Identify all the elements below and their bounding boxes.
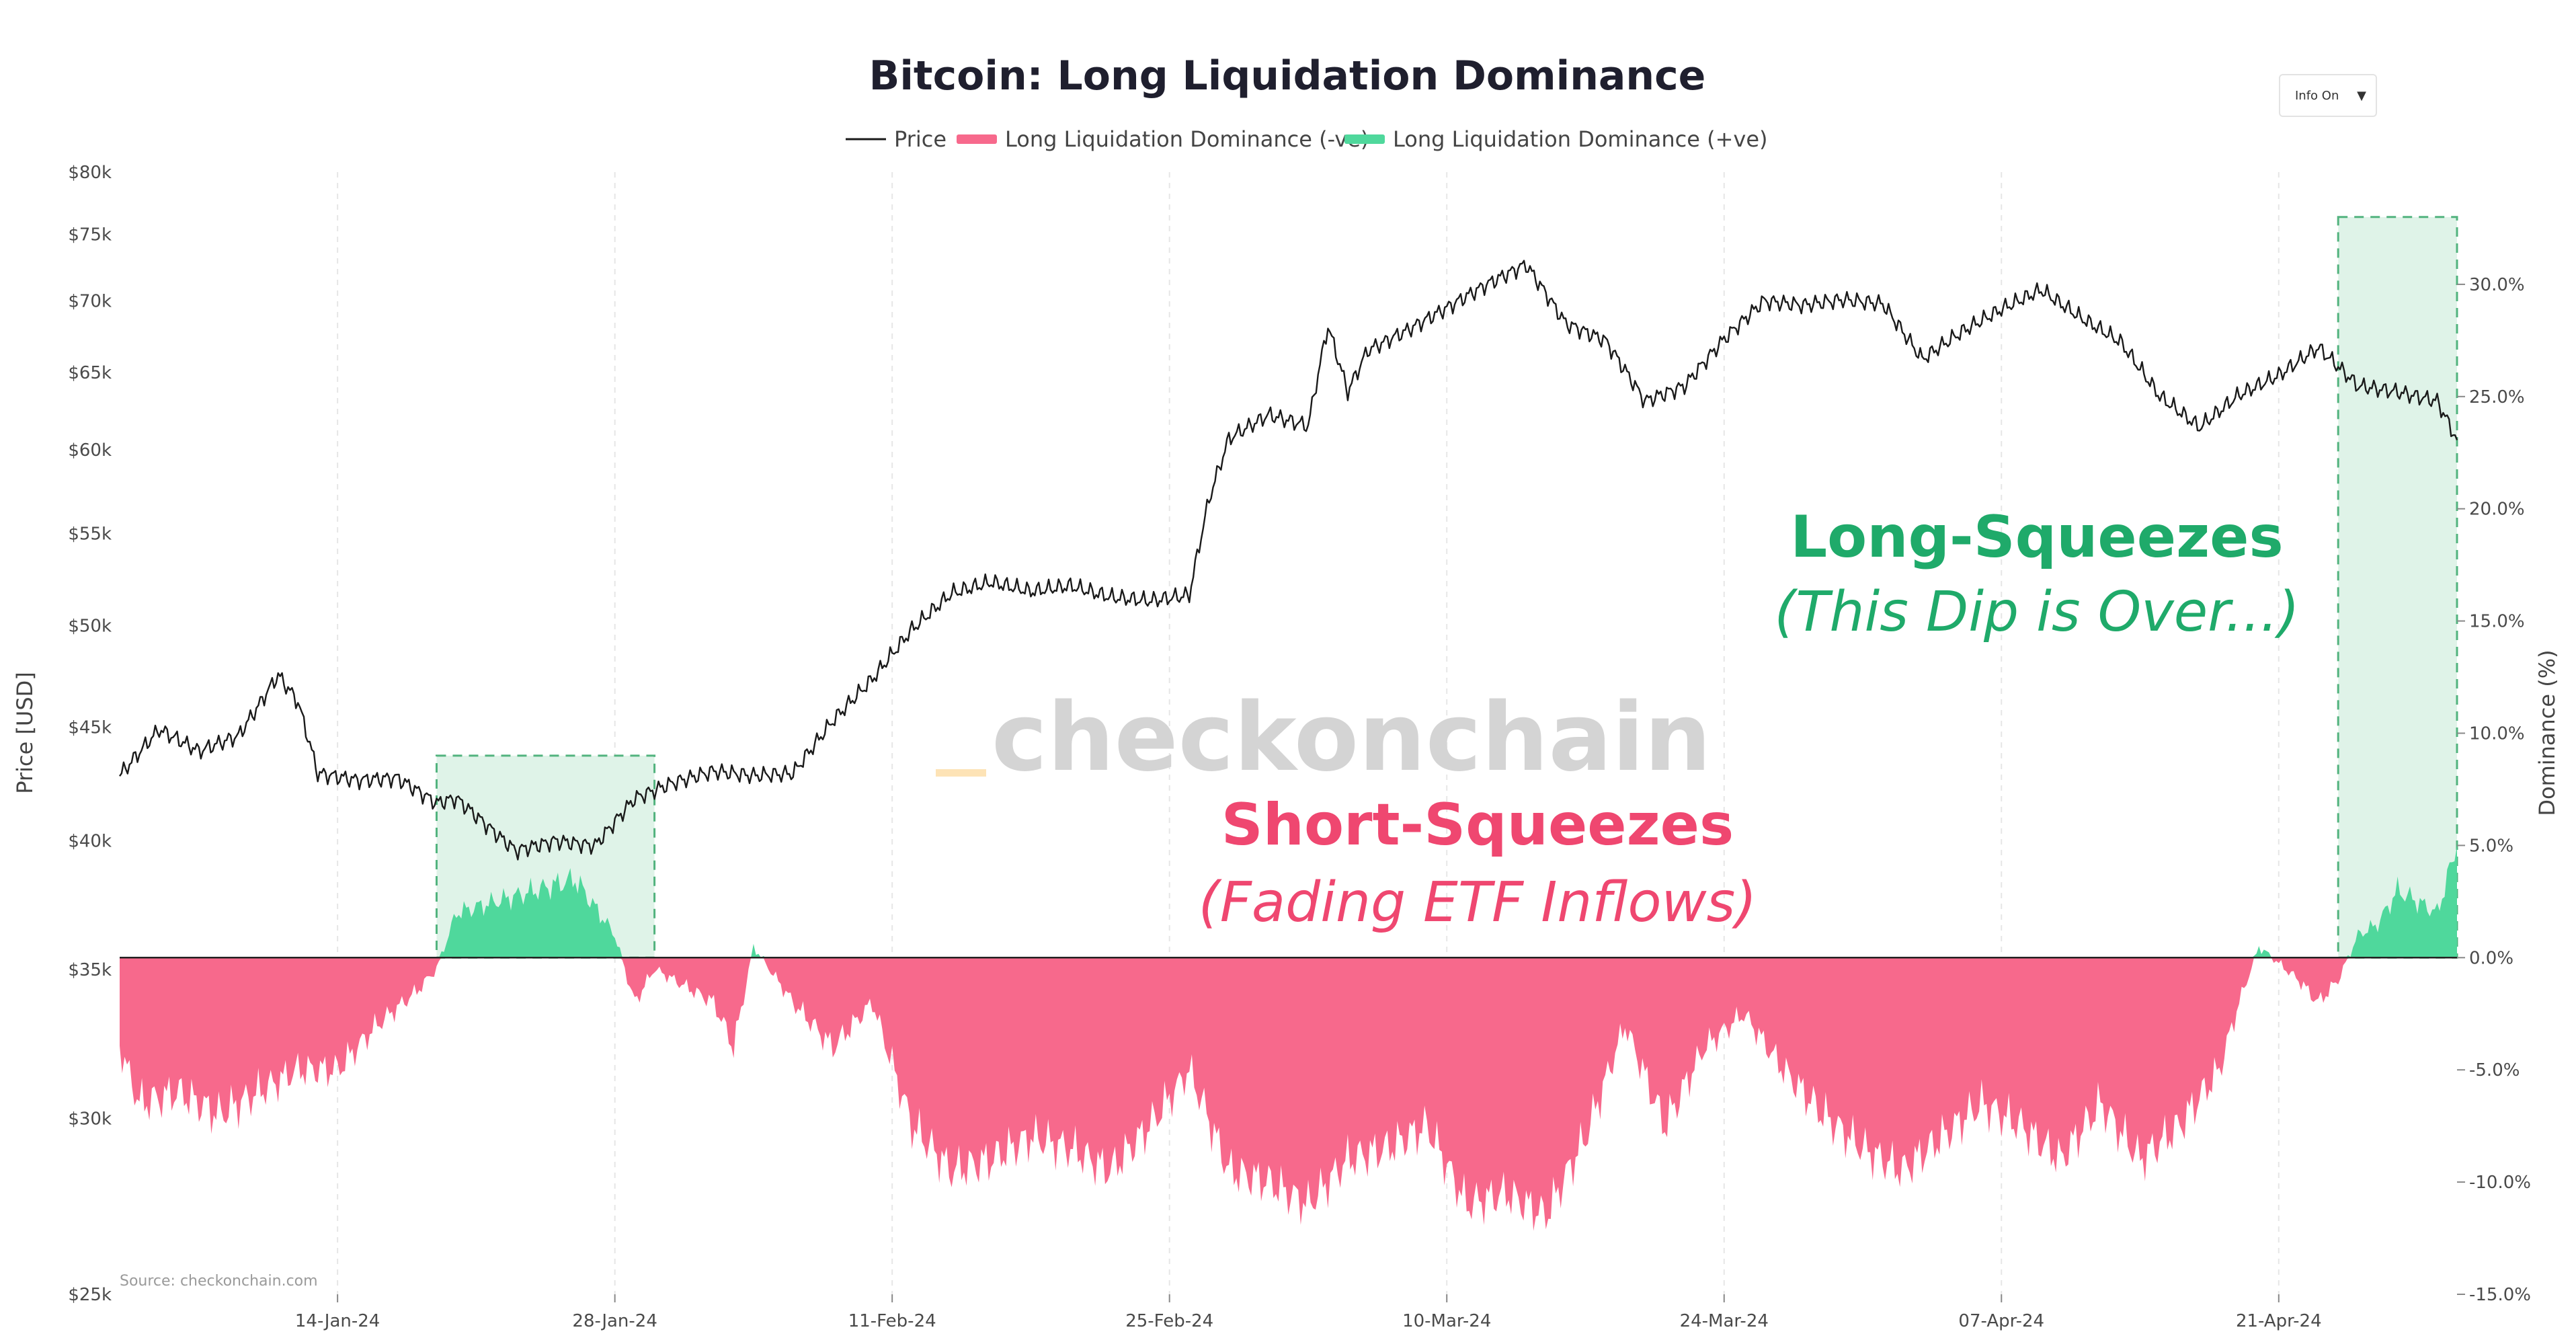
y2-tick-label: -5.0% xyxy=(2469,1060,2520,1080)
y-tick-label: $60k xyxy=(68,440,112,461)
x-tick-label: 25-Feb-24 xyxy=(1125,1311,1213,1331)
x-tick-label: 24-Mar-24 xyxy=(1680,1311,1769,1331)
price-series-line xyxy=(119,260,2458,861)
price-line xyxy=(119,260,2458,861)
info-toggle-button[interactable]: Info On ▼ xyxy=(2279,74,2377,117)
dominance-negative-area xyxy=(120,957,2457,1231)
y2-tick-label: 20.0% xyxy=(2469,500,2525,520)
y-tick-label: $25k xyxy=(68,1285,112,1305)
y-axis-right-ticks: -15.0% -10.0% -5.0% 0.0% 5.0% 10.0% 15.0% 20.0%… xyxy=(2457,275,2531,1305)
y-tick-label: $75k xyxy=(68,225,112,245)
short-squeezes-title: Short-Squeezes xyxy=(1221,791,1734,859)
y-tick-label: $40k xyxy=(68,832,112,852)
watermark: checkonchain xyxy=(992,683,1712,793)
legend: Price Long Liquidation Dominance (-ve) Lon… xyxy=(846,126,1768,152)
x-tick-label: 11-Feb-24 xyxy=(848,1311,936,1331)
x-tick-label: 14-Jan-24 xyxy=(295,1311,380,1331)
long-squeezes-subtitle: (This Dip is Over...) xyxy=(1774,580,2299,644)
y-tick-label: $45k xyxy=(68,718,112,738)
legend-label: Price xyxy=(894,126,947,152)
legend-label: Long Liquidation Dominance (-ve) xyxy=(1005,126,1369,152)
y-tick-label: $70k xyxy=(68,292,112,312)
gridlines xyxy=(337,172,2280,1294)
info-toggle-label: Info On xyxy=(2295,88,2339,103)
y2-tick-label: 10.0% xyxy=(2469,724,2525,744)
y2-axis-title: Dominance (%) xyxy=(2534,650,2560,816)
y-tick-label: $50k xyxy=(68,616,112,636)
y2-tick-label: 30.0% xyxy=(2469,275,2525,295)
y-axis-left-ticks: $25k $30k $35k $40k $45k $50k $55k $60k $65k $70k… xyxy=(68,163,112,1305)
x-tick-label: 10-Mar-24 xyxy=(1402,1311,1491,1331)
dominance-area xyxy=(120,845,2457,1231)
x-tick-label: 21-Apr-24 xyxy=(2236,1311,2322,1331)
source-label: Source: checkonchain.com xyxy=(120,1273,318,1290)
y2-tick-label: -10.0% xyxy=(2469,1173,2531,1193)
y-tick-label: $80k xyxy=(68,163,112,183)
chevron-down-icon: ▼ xyxy=(2357,88,2366,103)
y-tick-label: $30k xyxy=(68,1109,112,1129)
x-tick-label: 07-Apr-24 xyxy=(1958,1311,2044,1331)
watermark-accent xyxy=(936,769,986,777)
y-tick-label: $65k xyxy=(68,363,112,383)
legend-swatch-dominance xyxy=(1344,134,1385,144)
y-tick-label: $35k xyxy=(68,960,112,980)
x-tick-label: 28-Jan-24 xyxy=(572,1311,657,1331)
legend-label: Long Liquidation Dominance (+ve) xyxy=(1393,126,1768,152)
y2-tick-label: 0.0% xyxy=(2469,948,2513,968)
y2-tick-label: 5.0% xyxy=(2469,836,2513,856)
y-axis-title: Price [USD] xyxy=(12,672,38,794)
long-squeezes-title: Long-Squeezes xyxy=(1790,504,2283,571)
y2-tick-label: 25.0% xyxy=(2469,387,2525,407)
y2-tick-label: -15.0% xyxy=(2469,1285,2531,1305)
chart-title: Bitcoin: Long Liquidation Dominance xyxy=(869,52,1706,100)
x-axis-ticks: 14-Jan-24 28-Jan-24 11-Feb-24 25-Feb-24 10-M… xyxy=(295,1294,2322,1331)
dominance-positive-area xyxy=(120,845,2457,958)
y2-tick-label: 15.0% xyxy=(2469,612,2525,632)
y-tick-label: $55k xyxy=(68,524,112,545)
short-squeezes-subtitle: (Fading ETF Inflows) xyxy=(1199,871,1757,935)
squeeze-highlight-box xyxy=(2337,216,2458,959)
legend-swatch-dominance xyxy=(957,134,997,144)
